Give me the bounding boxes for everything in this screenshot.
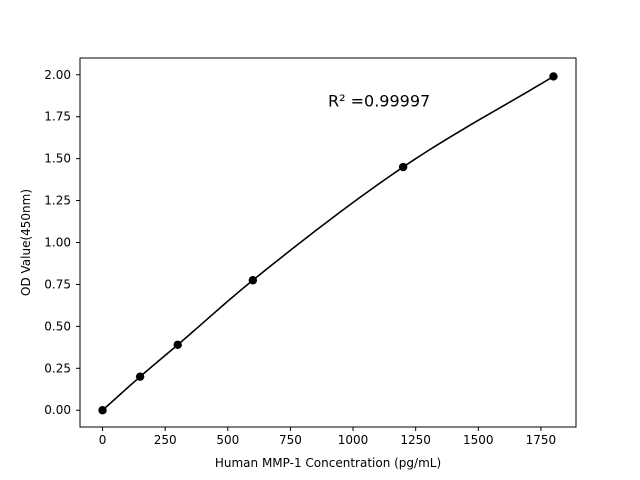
data-point <box>398 162 408 172</box>
x-axis-label: Human MMP-1 Concentration (pg/mL) <box>215 456 441 470</box>
y-tick-label: 1.50 <box>44 152 71 166</box>
data-point <box>248 276 258 285</box>
x-tick-label: 500 <box>216 433 239 447</box>
y-tick-label: 0.25 <box>44 361 71 375</box>
fit-curve-line <box>102 75 554 411</box>
r-squared-annotation: R² =0.99997 <box>328 92 430 111</box>
data-point <box>135 372 145 381</box>
y-tick-label: 1.75 <box>44 110 71 124</box>
x-tick-label: 1750 <box>526 433 557 447</box>
data-point <box>173 340 182 350</box>
x-tick-label: 250 <box>154 433 177 447</box>
y-tick-label: 1.25 <box>44 194 71 208</box>
y-axis-ticks: 0.00 0.25 0.50 0.75 1.00 1.25 1.50 1.75 2.00 <box>44 68 80 417</box>
x-tick-label: 1000 <box>338 433 369 447</box>
x-tick-label: 1250 <box>400 433 431 447</box>
x-axis-ticks: 0 250 500 750 1000 1250 1500 1750 <box>99 427 556 447</box>
y-tick-label: 0.50 <box>44 319 71 333</box>
plot-marks <box>98 72 558 415</box>
data-point <box>549 72 558 81</box>
y-tick-label: 0.75 <box>44 277 71 291</box>
data-point <box>98 406 107 415</box>
x-tick-label: 0 <box>99 433 107 447</box>
x-tick-label: 750 <box>279 433 302 447</box>
y-tick-label: 0.00 <box>44 403 71 417</box>
y-tick-label: 2.00 <box>44 68 71 82</box>
x-tick-label: 1500 <box>463 433 494 447</box>
y-axis-label: OD Value(450nm) <box>19 189 33 296</box>
y-tick-label: 1.00 <box>44 236 71 250</box>
